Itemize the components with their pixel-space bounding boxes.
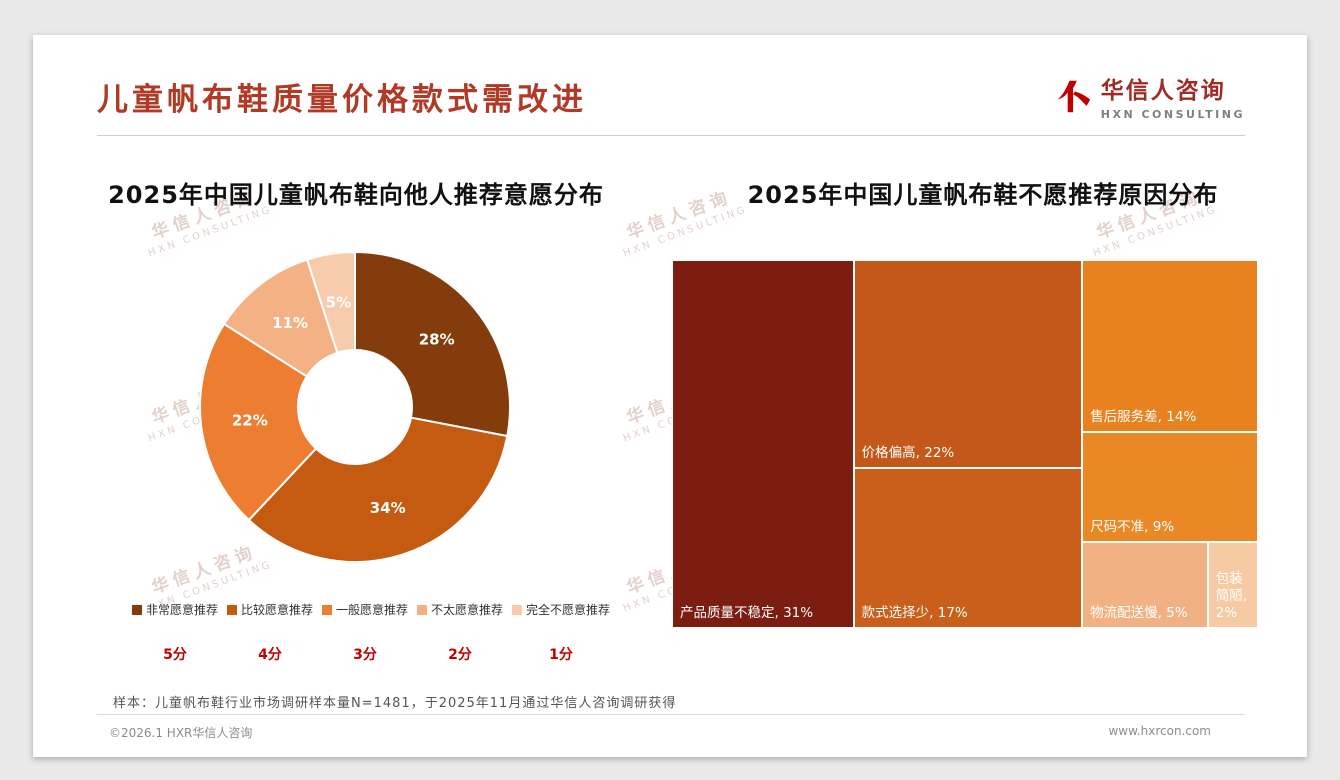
donut-value-label: 28% <box>419 330 455 348</box>
legend-label: 一般愿意推荐 <box>335 603 408 617</box>
treemap-block: 产品质量不稳定, 31% <box>672 260 854 628</box>
donut-slice <box>305 250 356 355</box>
legend-label: 完全不愿意推荐 <box>526 603 611 617</box>
footer-divider <box>97 714 1245 715</box>
treemap-block: 款式选择少, 17% <box>853 467 1083 628</box>
treemap-label: 包装简陋, 2% <box>1215 571 1248 622</box>
brand-logo-icon <box>1056 78 1092 114</box>
donut-value-label: 34% <box>370 499 406 517</box>
header-divider <box>97 135 1245 136</box>
legend-label: 非常愿意推荐 <box>145 603 218 617</box>
treemap-block: 售后服务差, 14% <box>1082 260 1258 432</box>
treemap-label: 物流配送慢, 5% <box>1090 605 1188 622</box>
report-slide: 华信人咨询 HXN CONSULTING 华信人咨询 HXN CONSULTING 华信… <box>33 35 1307 757</box>
treemap-chart: 产品质量不稳定, 31% 价格偏高, 22% 款式选择少, 17% 售后服务差, 14… <box>672 260 1258 628</box>
legend-swatch <box>321 604 332 615</box>
legend-item: 完全不愿意推荐 1分 <box>512 601 610 664</box>
brand-logo: 华信人咨询 HXN CONSULTING <box>1056 71 1245 121</box>
treemap-block: 尺码不准, 9% <box>1082 431 1258 543</box>
treemap-label: 价格偏高, 22% <box>861 444 955 461</box>
treemap-block: 包装简陋, 2% <box>1207 542 1258 628</box>
legend-label: 不太愿意推荐 <box>431 603 504 617</box>
legend-swatch <box>512 604 523 615</box>
donut-chart-title: 2025年中国儿童帆布鞋向他人推荐意愿分布 <box>108 181 604 209</box>
score-label: 3分 <box>353 647 377 663</box>
score-label: 2分 <box>448 647 472 663</box>
donut-value-label: 11% <box>272 314 308 332</box>
slide-footer: ©2026.1 HXR华信人咨询 www.hxrcon.com <box>109 724 1211 741</box>
legend-item: 比较愿意推荐 4分 <box>226 601 313 664</box>
brand-name-en: HXN CONSULTING <box>1100 108 1245 121</box>
legend-item: 不太愿意推荐 2分 <box>417 601 503 664</box>
donut-slice <box>247 416 509 563</box>
sample-note: 样本：儿童帆布鞋行业市场调研样本量N=1481，于2025年11月通过华信人咨询… <box>113 696 677 711</box>
score-label: 5分 <box>163 647 187 663</box>
page-title: 儿童帆布鞋质量价格款式需改进 <box>97 81 587 118</box>
treemap-label: 产品质量不稳定, 31% <box>680 605 814 622</box>
treemap-label: 售后服务差, 14% <box>1090 408 1197 425</box>
treemap-chart-title: 2025年中国儿童帆布鞋不愿推荐原因分布 <box>747 181 1219 209</box>
donut-value-label: 22% <box>232 411 268 429</box>
score-label: 4分 <box>258 647 282 663</box>
donut-slice <box>199 322 318 522</box>
donut-slice <box>354 250 511 438</box>
legend-swatch <box>417 604 427 615</box>
legend-label: 比较愿意推荐 <box>240 603 313 617</box>
donut-value-label: 5% <box>326 293 351 311</box>
treemap-block: 物流配送慢, 5% <box>1082 542 1208 628</box>
legend-item: 一般愿意推荐 3分 <box>321 601 408 664</box>
legend-swatch <box>131 604 142 615</box>
score-label: 1分 <box>549 647 573 663</box>
slide-header: 儿童帆布鞋质量价格款式需改进 华信人咨询 HXN CONSULTING <box>97 65 1245 127</box>
donut-legend: 非常愿意推荐 5分 比较愿意推荐 4分 一般愿意推荐 3分 不太愿意推荐 2分 完全不愿意推荐 1… <box>69 601 673 664</box>
legend-swatch <box>226 604 237 615</box>
website-text: www.hxrcon.com <box>1108 724 1211 738</box>
treemap-label: 尺码不准, 9% <box>1090 519 1175 536</box>
treemap-block: 价格偏高, 22% <box>853 260 1083 468</box>
copyright-text: ©2026.1 HXR华信人咨询 <box>109 726 253 740</box>
brand-name-cn: 华信人咨询 <box>1100 78 1226 104</box>
legend-item: 非常愿意推荐 5分 <box>131 601 218 664</box>
donut-chart: 28% 34% 22% 11% 5% <box>195 247 515 567</box>
treemap-label: 款式选择少, 17% <box>861 605 968 622</box>
